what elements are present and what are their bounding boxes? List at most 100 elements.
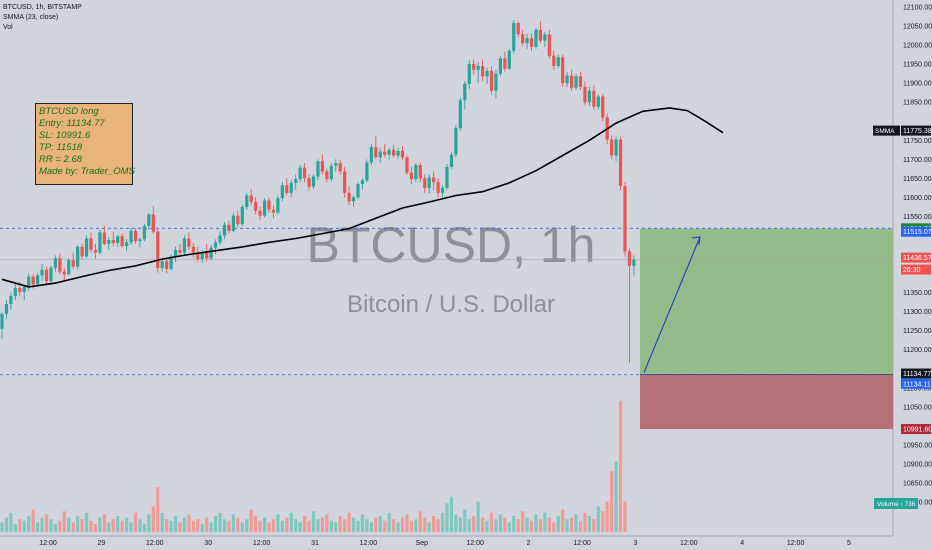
candle-body[interactable] bbox=[360, 180, 365, 185]
candle-body[interactable] bbox=[120, 236, 124, 247]
candle-body[interactable] bbox=[62, 271, 66, 275]
candle-body[interactable] bbox=[4, 304, 9, 314]
candle-body[interactable] bbox=[31, 276, 35, 285]
candle-body[interactable] bbox=[71, 260, 75, 267]
candle-body[interactable] bbox=[303, 167, 307, 179]
candle-body[interactable] bbox=[556, 57, 560, 67]
candle-body[interactable] bbox=[40, 269, 44, 276]
candle-body[interactable] bbox=[369, 147, 373, 163]
candle-body[interactable] bbox=[592, 90, 596, 107]
candle-body[interactable] bbox=[125, 242, 129, 247]
candle-body[interactable] bbox=[449, 154, 454, 167]
candle-body[interactable] bbox=[156, 231, 160, 268]
price-tag-badge[interactable] bbox=[901, 226, 931, 237]
candle-body[interactable] bbox=[463, 83, 467, 101]
candle-body[interactable] bbox=[472, 64, 476, 70]
candle-body[interactable] bbox=[547, 34, 551, 56]
candle-body[interactable] bbox=[529, 38, 534, 47]
candle-body[interactable] bbox=[409, 172, 413, 180]
candle-body[interactable] bbox=[111, 240, 115, 244]
candle-body[interactable] bbox=[165, 261, 169, 269]
candle-body[interactable] bbox=[351, 197, 356, 202]
candle-body[interactable] bbox=[218, 235, 222, 243]
candle-body[interactable] bbox=[378, 151, 382, 158]
candle-body[interactable] bbox=[525, 38, 529, 44]
candle-body[interactable] bbox=[392, 149, 396, 156]
candle-body[interactable] bbox=[485, 70, 489, 77]
candle-body[interactable] bbox=[102, 232, 106, 244]
candle-body[interactable] bbox=[191, 246, 195, 253]
candle-body[interactable] bbox=[614, 139, 618, 156]
candle-body[interactable] bbox=[262, 200, 267, 216]
candle-body[interactable] bbox=[222, 224, 227, 236]
candle-body[interactable] bbox=[53, 258, 57, 268]
candle-body[interactable] bbox=[13, 288, 17, 297]
candle-body[interactable] bbox=[387, 149, 391, 155]
candle-body[interactable] bbox=[347, 192, 351, 202]
candle-body[interactable] bbox=[489, 70, 494, 91]
candle-body[interactable] bbox=[76, 246, 80, 267]
candle-body[interactable] bbox=[18, 288, 22, 292]
candle-body[interactable] bbox=[325, 171, 329, 180]
candle-body[interactable] bbox=[454, 128, 458, 155]
candle-body[interactable] bbox=[601, 96, 605, 118]
candle-body[interactable] bbox=[231, 215, 235, 231]
candle-body[interactable] bbox=[258, 210, 262, 216]
candle-body[interactable] bbox=[142, 225, 146, 240]
candle-body[interactable] bbox=[498, 58, 502, 74]
candle-body[interactable] bbox=[280, 185, 284, 199]
candle-body[interactable] bbox=[320, 161, 324, 172]
candle-body[interactable] bbox=[436, 182, 440, 193]
candle-body[interactable] bbox=[200, 252, 204, 260]
candle-body[interactable] bbox=[365, 162, 369, 181]
candle-body[interactable] bbox=[49, 267, 53, 282]
candle-body[interactable] bbox=[267, 200, 271, 210]
candle-body[interactable] bbox=[298, 167, 302, 180]
candle-body[interactable] bbox=[129, 230, 133, 243]
candle-body[interactable] bbox=[574, 76, 578, 88]
candle-body[interactable] bbox=[432, 177, 436, 183]
candle-body[interactable] bbox=[458, 100, 462, 129]
candle-body[interactable] bbox=[632, 259, 636, 266]
candle-body[interactable] bbox=[481, 66, 485, 77]
candle-body[interactable] bbox=[400, 150, 405, 158]
candle-body[interactable] bbox=[249, 195, 253, 202]
candle-body[interactable] bbox=[534, 29, 538, 47]
candle-body[interactable] bbox=[93, 249, 98, 253]
candle-body[interactable] bbox=[476, 66, 480, 70]
price-tag-badge[interactable] bbox=[901, 264, 931, 275]
candle-body[interactable] bbox=[587, 90, 591, 103]
candle-body[interactable] bbox=[58, 258, 62, 272]
candle-body[interactable] bbox=[9, 296, 13, 304]
candle-body[interactable] bbox=[173, 249, 178, 257]
candle-body[interactable] bbox=[427, 177, 431, 188]
candle-body[interactable] bbox=[516, 22, 520, 35]
candle-body[interactable] bbox=[133, 230, 138, 242]
candle-body[interactable] bbox=[178, 249, 182, 253]
candle-body[interactable] bbox=[343, 171, 347, 193]
candle-body[interactable] bbox=[583, 86, 587, 103]
candle-body[interactable] bbox=[84, 238, 89, 257]
candle-body[interactable] bbox=[405, 157, 409, 173]
candle-body[interactable] bbox=[445, 166, 449, 188]
candle-body[interactable] bbox=[578, 76, 583, 87]
candle-body[interactable] bbox=[254, 201, 258, 211]
candle-body[interactable] bbox=[316, 161, 320, 177]
candle-body[interactable] bbox=[552, 55, 556, 67]
candle-body[interactable] bbox=[98, 232, 102, 253]
candle-body[interactable] bbox=[289, 182, 293, 193]
candle-body[interactable] bbox=[151, 214, 155, 232]
candle-body[interactable] bbox=[169, 256, 173, 269]
price-tag-badge[interactable] bbox=[901, 252, 931, 263]
candle-body[interactable] bbox=[187, 238, 191, 247]
candle-body[interactable] bbox=[494, 73, 498, 91]
candle-body[interactable] bbox=[596, 96, 600, 107]
candle-body[interactable] bbox=[570, 75, 574, 88]
candle-body[interactable] bbox=[182, 238, 187, 253]
candle-body[interactable] bbox=[521, 34, 525, 44]
candle-body[interactable] bbox=[334, 163, 338, 166]
target-arrow-line[interactable] bbox=[643, 236, 701, 373]
candle-body[interactable] bbox=[294, 179, 298, 183]
